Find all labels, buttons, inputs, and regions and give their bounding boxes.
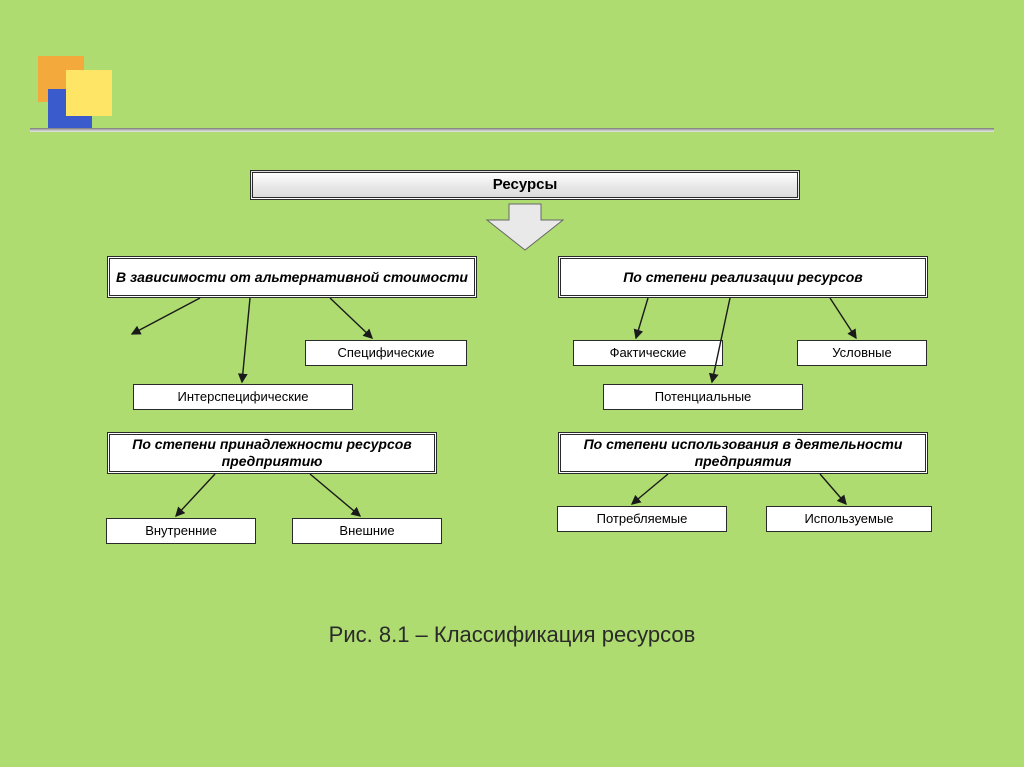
node-used: Используемые — [766, 506, 932, 532]
figure-caption: Рис. 8.1 – Классификация ресурсов — [0, 622, 1024, 648]
node-cat_real: По степени реализации ресурсов — [558, 256, 928, 298]
node-fact: Фактические — [573, 340, 723, 366]
node-inter: Интерспецифические — [133, 384, 353, 410]
horizontal-rule — [30, 128, 994, 132]
node-specific: Специфические — [305, 340, 467, 366]
node-cat_use: По степени использования в деятельности … — [558, 432, 928, 474]
node-root: Ресурсы — [250, 170, 800, 200]
node-cond: Условные — [797, 340, 927, 366]
node-cat_alt: В зависимости от альтернативной стоимост… — [107, 256, 477, 298]
node-potent: Потенциальные — [603, 384, 803, 410]
logo-square-yellow — [66, 70, 112, 116]
node-consum: Потребляемые — [557, 506, 727, 532]
node-outer: Внешние — [292, 518, 442, 544]
node-inner: Внутренние — [106, 518, 256, 544]
node-cat_own: По степени принадлежности ресурсов предп… — [107, 432, 437, 474]
